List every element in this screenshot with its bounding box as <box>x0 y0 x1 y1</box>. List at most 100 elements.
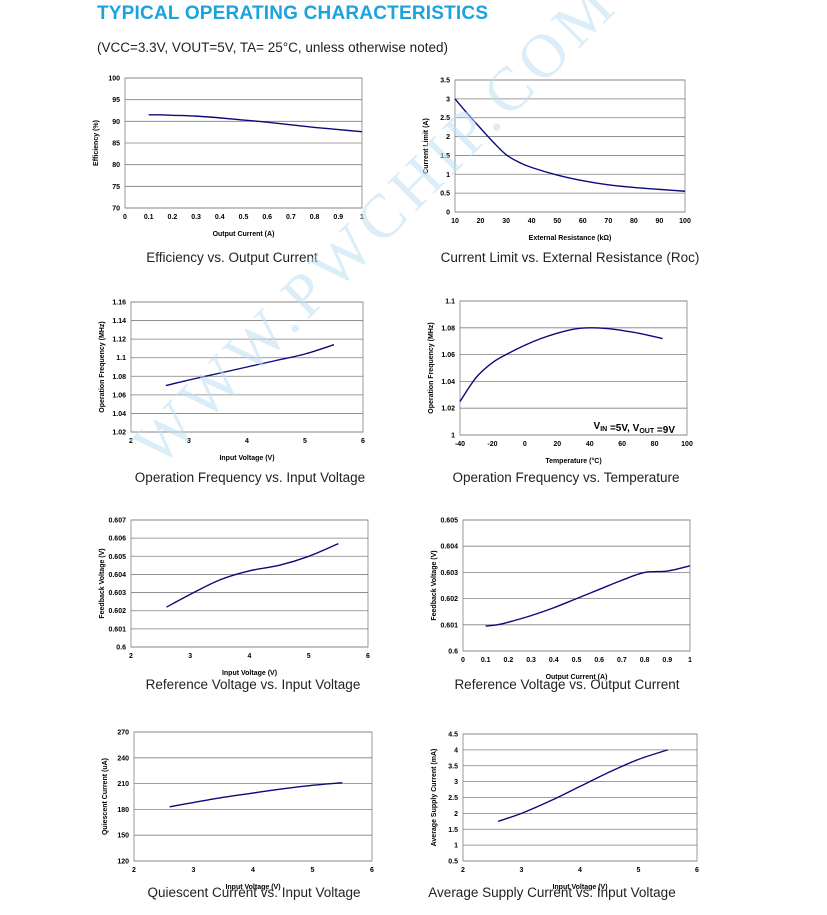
x-tick-label: 6 <box>695 867 699 874</box>
series-line <box>165 344 335 387</box>
y-tick-label: 0.601 <box>440 622 458 629</box>
y-tick-label: 3.5 <box>448 763 458 770</box>
x-tick-label: 70 <box>604 218 612 225</box>
x-tick-label: 5 <box>307 653 311 660</box>
y-axis-label: Operation Frequency (MHz) <box>99 321 106 412</box>
x-tick-label: 0.1 <box>481 657 491 664</box>
y-tick-label: 1.06 <box>112 392 126 399</box>
y-tick-label: 1.1 <box>116 355 126 362</box>
series-line <box>459 327 663 402</box>
plot-frame <box>459 300 688 436</box>
y-tick-label: 3 <box>446 96 450 103</box>
y-tick-label: 0.604 <box>440 544 458 551</box>
x-tick-label: 2 <box>129 438 133 445</box>
y-tick-label: 1.08 <box>441 325 455 332</box>
y-axis-label: Feedback Voltage (V) <box>431 550 438 620</box>
x-tick-label: 20 <box>477 218 485 225</box>
x-tick-label: 0.2 <box>168 214 178 221</box>
x-tick-label: 0.8 <box>310 214 320 221</box>
x-tick-label: 0 <box>523 441 527 448</box>
y-tick-label: 120 <box>117 859 129 866</box>
x-tick-label: 0.5 <box>572 657 582 664</box>
x-axis-label: Input Voltage (V) <box>222 670 277 677</box>
y-tick-label: 0.6 <box>448 649 458 656</box>
x-tick-label: -20 <box>487 441 497 448</box>
chart-caption: Reference Voltage vs. Input Voltage <box>145 677 361 692</box>
x-tick-label: 4 <box>251 867 255 874</box>
x-tick-label: 6 <box>361 438 365 445</box>
series-line <box>485 565 691 627</box>
y-tick-label: 150 <box>117 833 129 840</box>
y-tick-label: 1 <box>451 433 455 440</box>
chart-annotation: VIN =5V, VOUT =9V <box>594 421 676 436</box>
x-tick-label: 0.6 <box>262 214 272 221</box>
x-axis-label: External Resistance (kΩ) <box>529 235 612 242</box>
y-tick-label: 1 <box>454 843 458 850</box>
x-tick-label: 0.4 <box>549 657 559 664</box>
x-tick-label: 0.3 <box>526 657 536 664</box>
x-tick-label: 40 <box>528 218 536 225</box>
x-tick-label: 5 <box>311 867 315 874</box>
x-tick-label: 5 <box>637 867 641 874</box>
x-tick-label: 90 <box>656 218 664 225</box>
x-tick-label: 0.8 <box>640 657 650 664</box>
x-tick-label: 0.9 <box>662 657 672 664</box>
y-tick-label: 75 <box>112 184 120 191</box>
x-tick-label: 1 <box>360 214 364 221</box>
x-axis-label: Output Current (A) <box>213 231 275 238</box>
x-tick-label: 20 <box>553 441 561 448</box>
y-tick-label: 4 <box>454 747 458 754</box>
x-tick-label: 100 <box>679 218 691 225</box>
y-axis-label: Quiescent Current (uA) <box>102 758 109 835</box>
y-tick-label: 0 <box>446 210 450 217</box>
series-line <box>166 542 339 608</box>
chart-caption: Operation Frequency vs. Input Voltage <box>134 470 366 485</box>
y-tick-label: 3 <box>454 779 458 786</box>
y-tick-label: 0.601 <box>108 626 126 633</box>
y-tick-label: 1.02 <box>441 406 455 413</box>
y-tick-label: 240 <box>117 755 129 762</box>
y-tick-label: 1.1 <box>445 299 455 306</box>
page-title: TYPICAL OPERATING CHARACTERISTICS <box>97 3 489 24</box>
y-axis-label: Feedback Voltage (V) <box>99 548 106 618</box>
plot-frame <box>133 731 373 862</box>
y-axis-label: Average Supply Current (mA) <box>431 749 438 847</box>
x-tick-label: 40 <box>586 441 594 448</box>
y-tick-label: 0.603 <box>440 570 458 577</box>
y-tick-label: 1.04 <box>112 411 126 418</box>
y-tick-label: 0.602 <box>440 596 458 603</box>
y-tick-label: 0.5 <box>448 859 458 866</box>
y-tick-label: 0.606 <box>108 536 126 543</box>
y-tick-label: 1.04 <box>441 379 455 386</box>
x-tick-label: 100 <box>681 441 693 448</box>
x-tick-label: 0 <box>123 214 127 221</box>
y-tick-label: 0.605 <box>108 554 126 561</box>
y-tick-label: 2.5 <box>440 115 450 122</box>
x-tick-label: 60 <box>579 218 587 225</box>
chart-caption: Quiescent Current vs. Input Voltage <box>147 885 361 900</box>
y-tick-label: 85 <box>112 141 120 148</box>
plot-frame <box>462 519 691 652</box>
x-tick-label: 0.1 <box>144 214 154 221</box>
chart-caption: Average Supply Current vs. Input Voltage <box>428 885 676 900</box>
y-tick-label: 0.607 <box>108 518 126 525</box>
y-tick-label: 95 <box>112 97 120 104</box>
x-tick-label: 4 <box>578 867 582 874</box>
x-tick-label: 1 <box>688 657 692 664</box>
watermark: WWW.PWCHIP.COM <box>120 0 631 479</box>
plot-frame <box>462 733 698 862</box>
y-tick-label: 180 <box>117 807 129 814</box>
y-tick-label: 1.5 <box>440 153 450 160</box>
series-line <box>454 98 686 192</box>
plot-frame <box>124 77 363 209</box>
y-tick-label: 1 <box>446 172 450 179</box>
x-tick-label: 3 <box>188 653 192 660</box>
y-tick-label: 210 <box>117 781 129 788</box>
y-tick-label: 1.14 <box>112 318 126 325</box>
y-axis-label: Efficiency (%) <box>93 120 100 166</box>
